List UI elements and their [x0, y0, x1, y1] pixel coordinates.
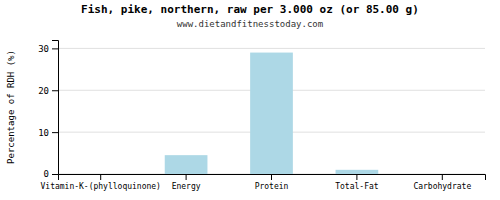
tick-label: Total-Fat: [335, 182, 379, 191]
tick: 0: [44, 169, 58, 179]
tick-mark: [442, 174, 443, 180]
bar: [250, 53, 293, 174]
tick-label: 20: [38, 86, 49, 96]
plot: 0 10 20 30 Vitamin-K-(phylloquinone) Energy Pr…: [38, 41, 485, 191]
tick-label: 30: [38, 44, 49, 54]
tick-label: Energy: [172, 182, 201, 191]
tick-mark: [356, 174, 357, 180]
y-label: Percentage of RDH (%): [6, 50, 16, 164]
axis-line: [52, 41, 59, 175]
tick: Vitamin-K-(phylloquinone): [40, 174, 160, 191]
tick-mark: [52, 48, 58, 49]
tick: 20: [38, 86, 58, 96]
tick: Energy: [172, 174, 201, 191]
bar: [79, 174, 122, 175]
bar: [165, 155, 208, 174]
tick: 30: [38, 44, 58, 54]
tick-mark: [186, 174, 187, 180]
grid-line: [58, 48, 485, 49]
y-axis: 0 10 20 30: [38, 41, 58, 180]
tick-mark: [52, 132, 58, 133]
tick: Total-Fat: [335, 174, 379, 191]
tick-label: Vitamin-K-(phylloquinone): [40, 182, 160, 191]
bar: [421, 174, 464, 175]
tick-mark: [271, 174, 272, 180]
subtitle: www.dietandfitnesstoday.com: [177, 19, 323, 29]
tick: Carbohydrate: [413, 174, 471, 191]
axis-line: [59, 175, 486, 181]
tick-mark: [52, 174, 58, 175]
tick-label: Protein: [255, 182, 289, 191]
tick-label: Carbohydrate: [413, 182, 471, 191]
tick-label: 10: [38, 128, 49, 138]
bars: [165, 53, 379, 174]
tick-label: 0: [44, 169, 49, 179]
tick-mark: [100, 174, 101, 180]
title: Fish, pike, northern, raw per 3.000 oz (…: [81, 3, 419, 16]
tick: Protein: [255, 174, 289, 191]
chart: Fish, pike, northern, raw per 3.000 oz (…: [0, 0, 500, 200]
bar: [336, 170, 379, 174]
tick: 10: [38, 128, 58, 138]
tick-mark: [52, 90, 58, 91]
grid: [58, 48, 485, 174]
x-axis: Vitamin-K-(phylloquinone) Energy Protein To…: [40, 174, 485, 191]
